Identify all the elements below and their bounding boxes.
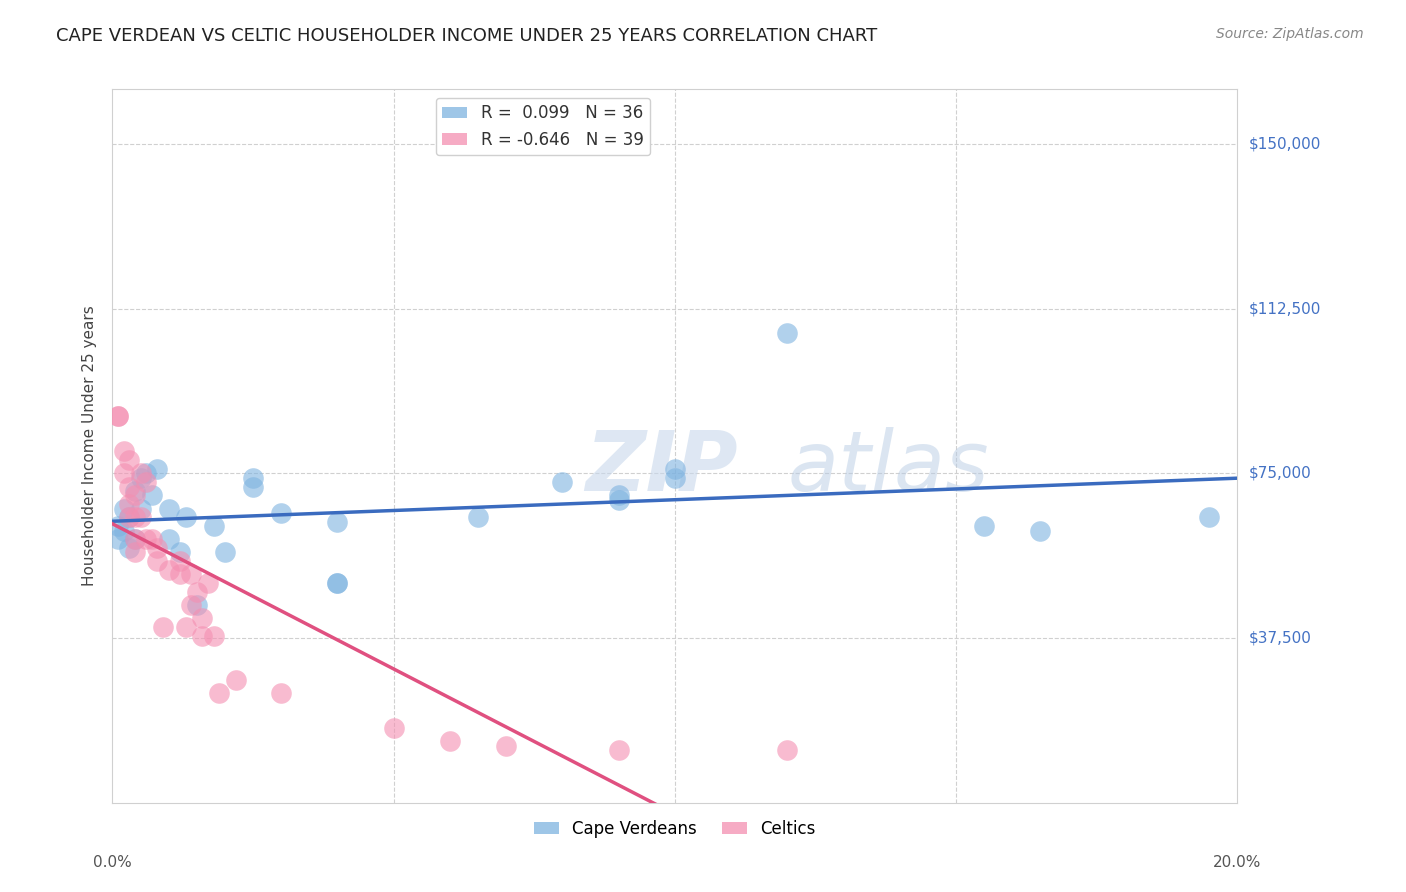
Text: Source: ZipAtlas.com: Source: ZipAtlas.com [1216,27,1364,41]
Point [202,629,225,643]
Point [135,533,157,547]
Point [1198,510,1220,524]
Point [270,506,292,520]
Point [107,409,129,424]
Point [146,462,169,476]
Text: $75,000: $75,000 [1249,466,1312,481]
Point [607,488,630,502]
Point [129,467,152,481]
Point [112,501,135,516]
Point [186,598,208,612]
Text: atlas: atlas [787,427,988,508]
Point [382,721,405,735]
Point [191,629,214,643]
Point [169,554,191,568]
Point [135,475,157,490]
Point [180,567,202,582]
Point [607,743,630,757]
Point [664,462,686,476]
Point [1029,524,1052,538]
Point [124,533,146,547]
Point [124,533,146,547]
Point [107,533,129,547]
Point [112,467,135,481]
Point [124,545,146,559]
Point [129,510,152,524]
Point [214,545,236,559]
Point [208,686,231,700]
Point [270,686,292,700]
Text: $150,000: $150,000 [1249,136,1320,152]
Point [169,567,191,582]
Point [129,471,152,485]
Point [607,492,630,507]
Point [135,467,157,481]
Point [112,524,135,538]
Point [664,471,686,485]
Point [197,576,219,591]
Text: ZIP: ZIP [585,427,738,508]
Point [202,519,225,533]
Point [326,576,349,591]
Text: $37,500: $37,500 [1249,631,1312,646]
Point [551,475,574,490]
Text: $112,500: $112,500 [1249,301,1320,317]
Point [225,673,247,687]
Point [242,471,264,485]
Point [191,611,214,625]
Point [118,453,141,467]
Point [973,519,995,533]
Point [152,620,174,634]
Point [118,510,141,524]
Point [157,563,180,577]
Point [326,576,349,591]
Point [169,545,191,559]
Point [495,739,517,753]
Point [180,598,202,612]
Point [467,510,489,524]
Point [776,743,799,757]
Point [326,515,349,529]
Point [124,510,146,524]
Point [174,510,197,524]
Point [124,483,146,498]
Point [174,620,197,634]
Point [118,480,141,494]
Point [146,541,169,555]
Point [129,501,152,516]
Text: 0.0%: 0.0% [93,855,132,871]
Point [242,480,264,494]
Point [107,519,129,533]
Legend: Cape Verdeans, Celtics: Cape Verdeans, Celtics [527,814,823,845]
Point [118,510,141,524]
Point [186,585,208,599]
Text: 20.0%: 20.0% [1213,855,1261,871]
Point [157,533,180,547]
Y-axis label: Householder Income Under 25 years: Householder Income Under 25 years [82,306,97,586]
Point [118,497,141,511]
Point [112,444,135,458]
Point [146,554,169,568]
Point [118,541,141,555]
Point [439,734,461,748]
Point [157,501,180,516]
Text: CAPE VERDEAN VS CELTIC HOUSEHOLDER INCOME UNDER 25 YEARS CORRELATION CHART: CAPE VERDEAN VS CELTIC HOUSEHOLDER INCOM… [56,27,877,45]
Point [124,488,146,502]
Point [776,326,799,340]
Point [107,409,129,424]
Point [141,488,163,502]
Point [141,533,163,547]
